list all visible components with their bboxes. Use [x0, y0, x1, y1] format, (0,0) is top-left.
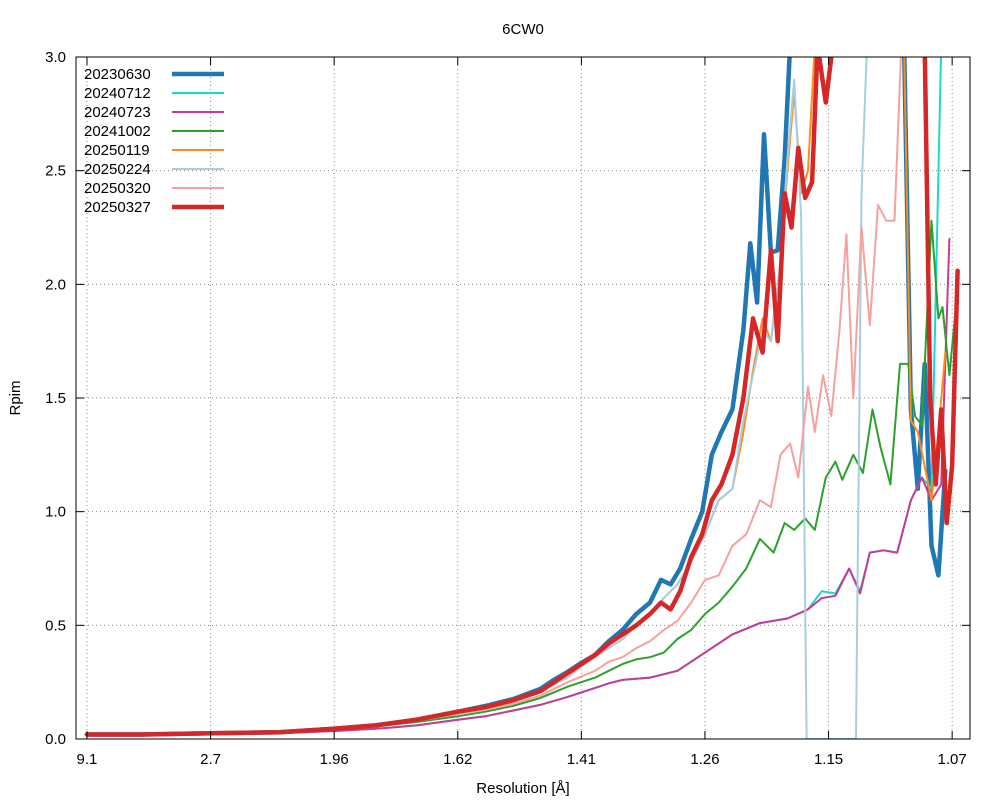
- legend-label: 20250224: [84, 161, 151, 178]
- legend-label: 20250119: [84, 142, 150, 159]
- legend-label: 20250320: [84, 180, 151, 197]
- series-line-20250320: [86, 57, 902, 736]
- x-tick-label: 1.41: [567, 751, 596, 768]
- legend: 20230630 20240712 20240723 20241002 20250119…: [84, 66, 224, 216]
- series-group: [84, 57, 960, 739]
- grid: [76, 57, 970, 739]
- x-tick-label: 1.62: [443, 751, 472, 768]
- y-tick-label: 1.5: [45, 390, 66, 407]
- series-line-20250327: [84, 57, 960, 737]
- y-tick-label: 1.0: [45, 504, 66, 521]
- y-tick-label: 3.0: [45, 49, 66, 66]
- x-tick-label: 1.96: [320, 751, 349, 768]
- y-tick-label: 2.5: [45, 163, 66, 180]
- series-line-20250119: [86, 57, 947, 736]
- x-tick-label: 1.07: [938, 751, 967, 768]
- x-tick-label: 1.26: [690, 751, 719, 768]
- legend-label: 20241002: [84, 123, 151, 140]
- chart-title: 6CW0: [502, 21, 544, 38]
- y-tick-label: 2.0: [45, 276, 66, 293]
- legend-label: 20240712: [84, 85, 151, 102]
- y-tick-label: 0.5: [45, 617, 66, 634]
- series-line-20230630: [84, 57, 948, 737]
- x-tick-label: 1.15: [814, 751, 843, 768]
- legend-label: 20250327: [84, 199, 151, 216]
- y-axis-label: Rpim: [7, 380, 24, 415]
- legend-label: 20240723: [84, 104, 151, 121]
- x-axis-label: Resolution [Å]: [476, 780, 569, 797]
- y-tick-label: 0.0: [45, 731, 66, 748]
- series-line-20240723: [86, 237, 951, 736]
- series-line-20241002: [86, 219, 958, 736]
- x-tick-label: 9.1: [77, 751, 98, 768]
- legend-label: 20230630: [84, 66, 151, 83]
- x-tick-label: 2.7: [200, 751, 221, 768]
- ticks: 0.0 0.5 1.0 1.5 2.0 2.5 3.0 9.1 2.7 1.96 1.62 1.41 1…: [45, 49, 970, 768]
